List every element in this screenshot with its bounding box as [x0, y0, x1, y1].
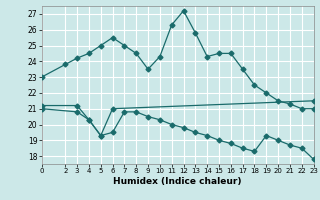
X-axis label: Humidex (Indice chaleur): Humidex (Indice chaleur) — [113, 177, 242, 186]
